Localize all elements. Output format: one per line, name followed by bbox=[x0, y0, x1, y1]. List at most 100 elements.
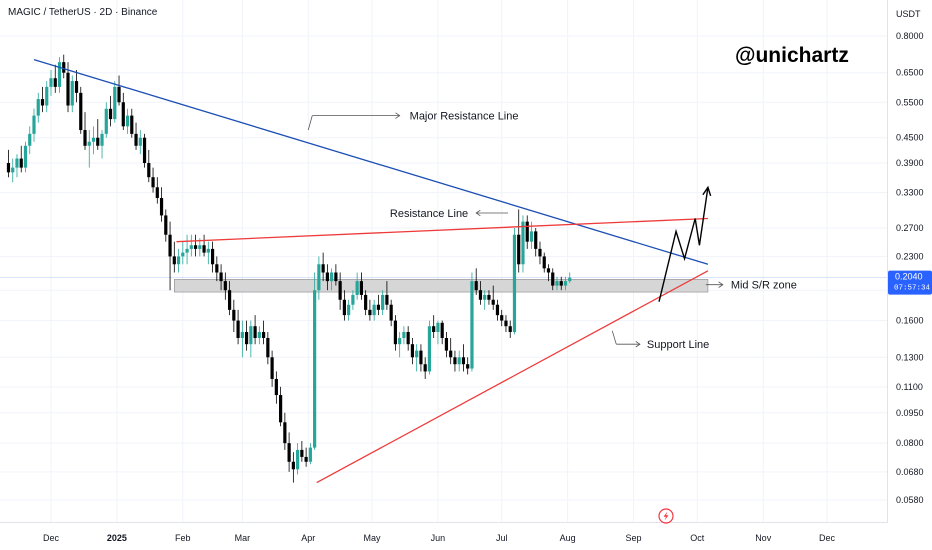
time-tick-label: Nov bbox=[755, 533, 772, 543]
time-tick-label: 2025 bbox=[107, 533, 127, 543]
candle-body bbox=[398, 337, 402, 345]
chart-title: MAGIC / TetherUS · 2D · Binance bbox=[8, 7, 158, 18]
candle-body bbox=[466, 364, 470, 369]
candle-body bbox=[508, 326, 512, 332]
current-price-tag: 0.2040 07:57:34 bbox=[888, 270, 932, 295]
candle bbox=[508, 320, 512, 338]
trendlines-layer bbox=[33, 58, 712, 484]
annotation-arrow-major-resistance-line bbox=[312, 112, 401, 119]
candle bbox=[495, 299, 500, 321]
annotation-arrow-resistance-line-head bbox=[475, 209, 481, 217]
time-tick-label: Dec bbox=[43, 533, 60, 543]
candle-body bbox=[125, 115, 130, 127]
trendline-support-line[interactable] bbox=[316, 270, 709, 484]
candle bbox=[410, 337, 415, 365]
candle bbox=[130, 108, 134, 138]
candle bbox=[249, 320, 253, 358]
candle-body bbox=[444, 337, 449, 351]
candle-body bbox=[108, 108, 113, 120]
candle bbox=[351, 290, 355, 310]
candle bbox=[257, 326, 261, 345]
candle bbox=[563, 276, 568, 291]
candle-body bbox=[266, 337, 270, 358]
candle-body bbox=[113, 86, 117, 120]
candle bbox=[142, 133, 147, 168]
candle bbox=[389, 299, 393, 327]
annotation-elbow bbox=[611, 330, 617, 345]
price-axis-unit: USDT bbox=[896, 9, 921, 19]
time-tick-label: Oct bbox=[690, 533, 705, 543]
candle bbox=[470, 272, 474, 372]
annotations-layer: Major Resistance Line Resistance Line Mid … bbox=[307, 111, 797, 351]
candle bbox=[262, 320, 266, 345]
candle-body bbox=[461, 357, 466, 365]
candle-body bbox=[283, 422, 287, 444]
flash-icon-bolt bbox=[663, 511, 669, 521]
candle-body bbox=[134, 133, 138, 146]
candle-body bbox=[291, 461, 295, 470]
candle-body bbox=[342, 299, 346, 316]
flash-icon[interactable] bbox=[658, 508, 674, 524]
candle bbox=[125, 108, 130, 134]
candle-body bbox=[546, 268, 551, 273]
candle-body bbox=[159, 198, 164, 216]
candle bbox=[551, 268, 555, 291]
candle bbox=[19, 145, 23, 173]
candle-body bbox=[427, 326, 432, 372]
candle-body bbox=[415, 350, 419, 358]
trendline-resistance-line[interactable] bbox=[176, 217, 708, 243]
mid-sr-zone-layer bbox=[174, 279, 709, 293]
time-axis[interactable]: Dec 2025 Feb Mar Apr May Jun Jul Aug Sep Oct Nov Dec bbox=[43, 533, 835, 543]
candle-body bbox=[313, 290, 317, 448]
candle-body bbox=[121, 102, 125, 127]
candle bbox=[461, 344, 466, 372]
candle bbox=[219, 264, 223, 291]
candle-body bbox=[189, 245, 193, 249]
candle bbox=[466, 357, 470, 375]
candle bbox=[28, 126, 32, 155]
candle bbox=[147, 149, 151, 183]
candle-body bbox=[423, 364, 427, 372]
candle bbox=[53, 64, 57, 93]
candle-body bbox=[240, 331, 244, 338]
price-axis[interactable]: 0.8000 0.6500 0.5500 0.4500 0.3900 0.3300 0.27… bbox=[896, 31, 924, 505]
grid bbox=[0, 0, 887, 522]
candle bbox=[223, 272, 227, 300]
candle bbox=[338, 272, 342, 310]
candle bbox=[79, 86, 83, 134]
candle-body bbox=[338, 281, 342, 300]
annotation-arrow-major-resistance-line-head bbox=[395, 112, 401, 119]
trendline-major-resistance-line[interactable] bbox=[33, 58, 709, 265]
candle bbox=[525, 215, 529, 249]
candle-body bbox=[300, 449, 304, 457]
candle bbox=[168, 221, 172, 291]
price-tick-label: 0.4500 bbox=[896, 133, 924, 143]
projection-path[interactable] bbox=[658, 187, 709, 302]
candle-body bbox=[36, 99, 40, 116]
candle-body bbox=[529, 231, 534, 242]
candle-body bbox=[372, 304, 376, 316]
projection-arrowhead bbox=[702, 185, 712, 197]
candle-body bbox=[500, 315, 504, 321]
candle-body bbox=[317, 264, 321, 291]
candle bbox=[57, 57, 62, 93]
candle bbox=[70, 75, 74, 113]
candle-body bbox=[381, 294, 385, 310]
candle-body bbox=[138, 137, 142, 146]
candle-body bbox=[308, 447, 312, 462]
candle-body bbox=[28, 133, 32, 146]
price-tick-label: 0.0680 bbox=[896, 467, 924, 477]
candle-body bbox=[389, 304, 393, 321]
candle bbox=[368, 299, 372, 321]
time-tick-label: Apr bbox=[301, 533, 315, 543]
candle bbox=[402, 326, 406, 345]
candle-body bbox=[223, 281, 227, 291]
candle bbox=[100, 130, 104, 159]
candle-body bbox=[410, 344, 415, 358]
price-tick-label: 0.0800 bbox=[896, 438, 924, 448]
candle-body bbox=[91, 137, 96, 142]
candle-body bbox=[227, 290, 232, 310]
candle bbox=[453, 350, 457, 372]
candle bbox=[423, 357, 427, 379]
